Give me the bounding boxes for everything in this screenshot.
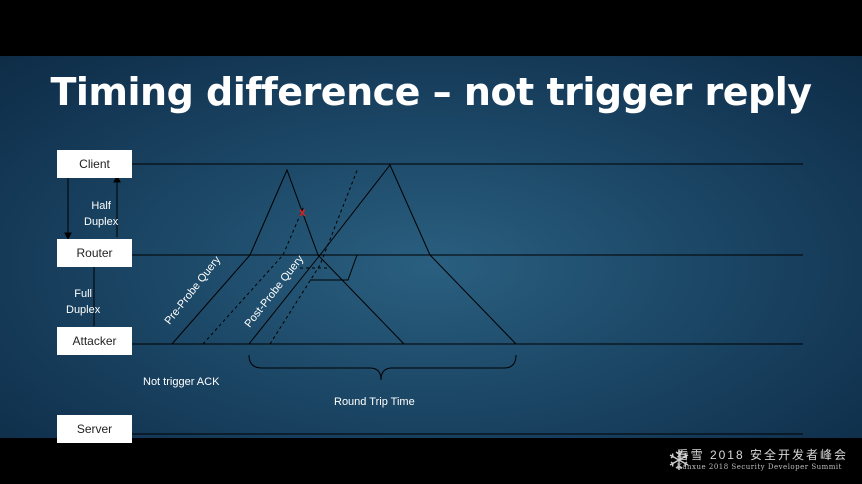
client-node: Client	[57, 150, 132, 178]
drop-mark: x	[299, 205, 306, 219]
attacker-node: Attacker	[57, 327, 132, 355]
snowflake-icon	[669, 450, 689, 470]
footer-english-text: Kanxue 2018 Security Developer Summit	[676, 463, 842, 471]
footer-branding: 看雪 2018 安全开发者峰会 Kanxue 2018 Security Dev…	[677, 446, 848, 471]
full-duplex-label: Full Duplex	[66, 288, 101, 316]
slide-background	[0, 56, 862, 438]
ack-path-dashed-2	[269, 167, 359, 345]
top-letterbox	[0, 0, 862, 56]
bottom-bar	[0, 438, 862, 484]
slide-title: Timing difference – not trigger reply	[50, 70, 812, 114]
half-duplex-label: Half Duplex	[84, 200, 119, 228]
round-trip-time-label: Round Trip Time	[334, 396, 415, 408]
post-probe-path	[248, 164, 517, 345]
server-node: Server	[57, 415, 132, 443]
round-trip-brace	[248, 354, 517, 381]
step-line	[310, 254, 358, 281]
not-trigger-ack-label: Not trigger ACK	[143, 376, 220, 388]
router-node: Router	[57, 239, 132, 267]
pre-probe-path	[171, 168, 405, 345]
footer-chinese-text: 看雪 2018 安全开发者峰会	[676, 448, 848, 462]
